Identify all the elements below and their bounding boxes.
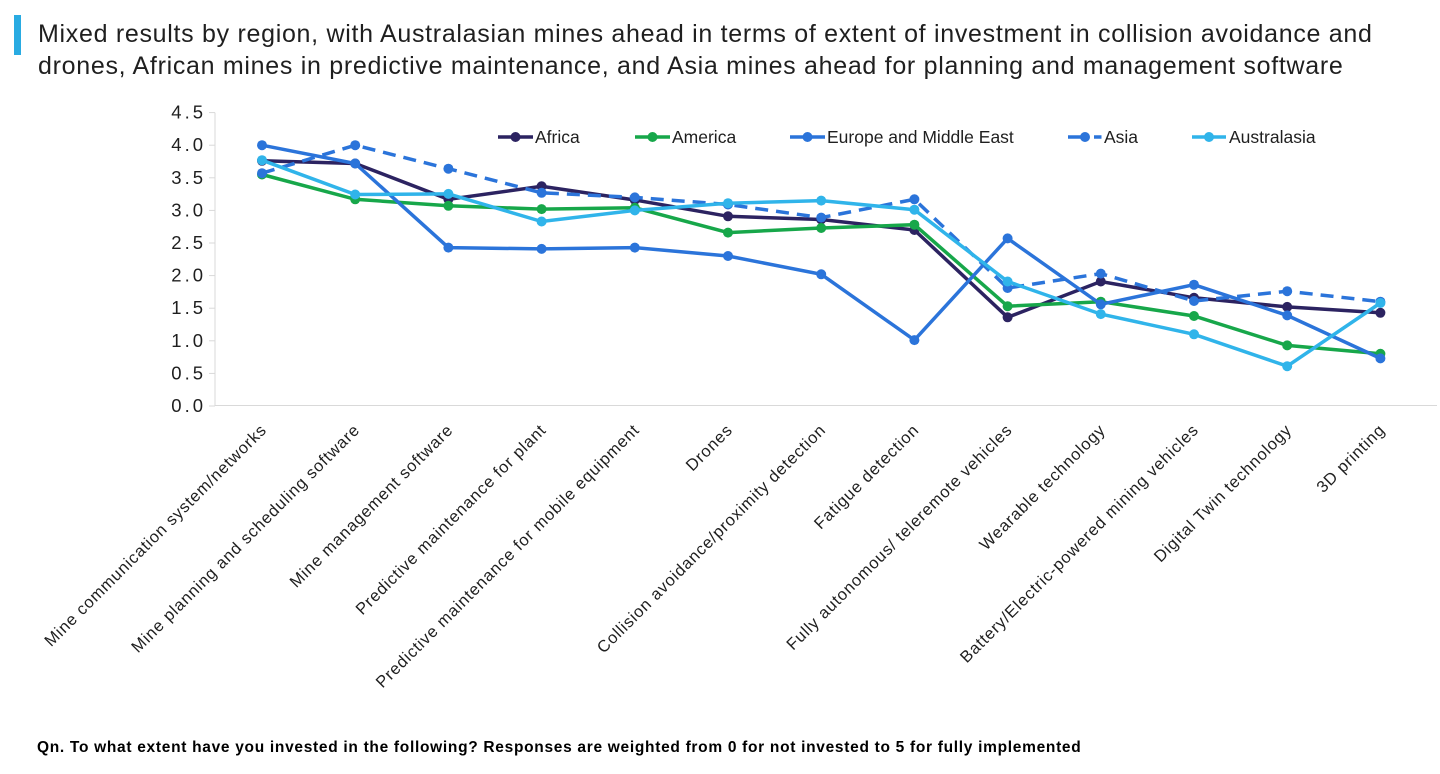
svg-text:0.5: 0.5 <box>171 362 206 383</box>
svg-text:3D printing: 3D printing <box>1313 421 1388 496</box>
svg-text:4.0: 4.0 <box>171 134 206 155</box>
svg-text:Asia: Asia <box>1104 127 1138 147</box>
svg-text:Europe and Middle East: Europe and Middle East <box>827 127 1014 147</box>
svg-text:2.0: 2.0 <box>171 265 206 286</box>
svg-text:Australasia: Australasia <box>1229 127 1316 147</box>
svg-text:Fatigue detection: Fatigue detection <box>811 421 923 533</box>
svg-text:1.5: 1.5 <box>171 297 206 318</box>
svg-text:0.0: 0.0 <box>171 395 206 416</box>
svg-text:Africa: Africa <box>535 127 580 147</box>
svg-text:2.5: 2.5 <box>171 232 206 253</box>
svg-text:4.5: 4.5 <box>171 102 206 123</box>
svg-text:America: America <box>672 127 736 147</box>
svg-text:3.5: 3.5 <box>171 167 206 188</box>
svg-text:Predictive maintenance for pla: Predictive maintenance for plant <box>352 421 550 619</box>
svg-text:Drones: Drones <box>683 421 737 475</box>
svg-text:3.0: 3.0 <box>171 199 206 220</box>
svg-text:Mine management software: Mine management software <box>286 421 456 591</box>
svg-text:1.0: 1.0 <box>171 330 206 351</box>
